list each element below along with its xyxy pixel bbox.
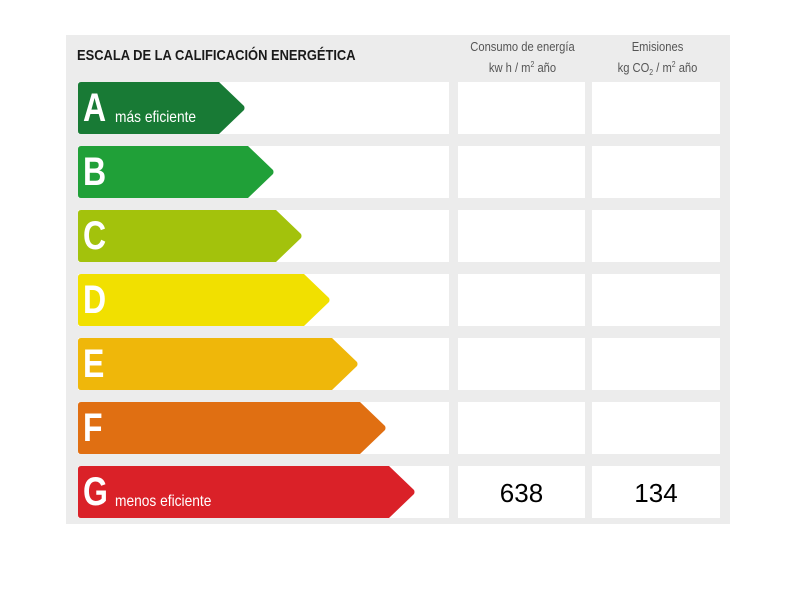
emisiones-value [592, 210, 720, 262]
emisiones-column-header: Emisiones kg CO2 / m2 año [595, 38, 720, 82]
consumo-column-header: Consumo de energía kw h / m2 año [460, 38, 585, 77]
rating-arrow-d: D [78, 274, 330, 326]
rating-letter: E [83, 342, 105, 386]
consumo-header-line1: Consumo de energía [470, 39, 575, 54]
emisiones-value [592, 338, 720, 390]
rating-arrow-f: F [78, 402, 386, 454]
consumo-value [458, 338, 585, 390]
label-title: ESCALA DE LA CALIFICACIÓN ENERGÉTICA [77, 47, 356, 64]
emisiones-cell [592, 146, 720, 198]
consumo-value [458, 274, 585, 326]
rating-arrow-e: E [78, 338, 358, 390]
consumo-value [458, 402, 585, 454]
rating-letter: F [83, 406, 103, 450]
rating-arrow-b: B [78, 146, 274, 198]
consumo-value [458, 210, 585, 262]
emisiones-value [592, 274, 720, 326]
consumo-cell [458, 146, 585, 198]
consumo-value [458, 82, 585, 134]
emisiones-value [592, 146, 720, 198]
rating-letter: D [83, 278, 107, 322]
consumo-unit: kw h / m2 año [488, 60, 557, 75]
consumo-cell [458, 338, 585, 390]
rating-letter: B [83, 150, 107, 194]
emisiones-cell [592, 82, 720, 134]
emisiones-cell [592, 274, 720, 326]
emisiones-value [592, 402, 720, 454]
rating-sublabel: más eficiente [115, 109, 197, 126]
consumo-cell [458, 274, 585, 326]
rating-sublabel: menos eficiente [115, 493, 212, 510]
consumo-value: 638 [499, 478, 544, 508]
consumo-value [458, 146, 585, 198]
emisiones-value: 134 [634, 478, 678, 508]
emisiones-value [592, 82, 720, 134]
emisiones-cell: 134 [592, 466, 720, 518]
emisiones-cell [592, 210, 720, 262]
consumo-cell [458, 402, 585, 454]
emisiones-unit: kg CO2 / m2 año [617, 60, 698, 77]
rating-letter: C [83, 214, 107, 258]
emisiones-cell [592, 338, 720, 390]
consumo-cell: 638 [458, 466, 585, 518]
rating-arrow-c: C [78, 210, 302, 262]
emisiones-cell [592, 402, 720, 454]
rating-letter: A [83, 86, 107, 130]
consumo-cell [458, 210, 585, 262]
consumo-cell [458, 82, 585, 134]
rating-letter: G [83, 470, 108, 514]
emisiones-header-line1: Emisiones [631, 39, 684, 54]
